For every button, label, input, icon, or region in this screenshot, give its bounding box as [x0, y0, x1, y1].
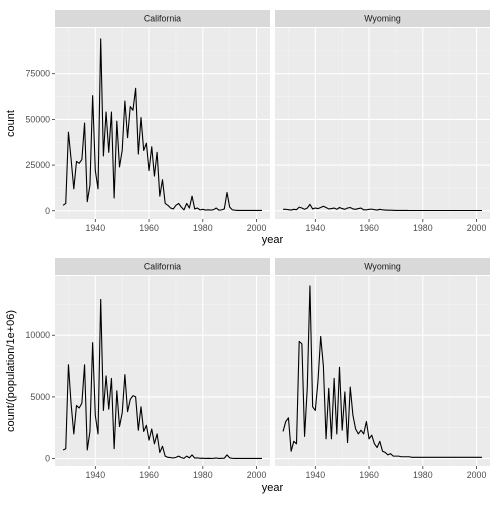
x-tick-label: 2000: [247, 470, 267, 480]
x-tick-label: 1940: [86, 470, 106, 480]
series-line: [62, 298, 262, 460]
facet-label: Wyoming: [364, 14, 401, 24]
y-axis-title: count: [5, 110, 17, 137]
facet-label: California: [144, 262, 181, 272]
series-line: [283, 203, 482, 212]
y-tick-label: 75000: [26, 69, 51, 79]
x-axis-title: year: [262, 234, 284, 246]
y-tick-label: 25000: [26, 160, 51, 170]
x-tick-label: 1940: [86, 223, 106, 233]
panel-background: [55, 276, 270, 466]
x-tick-label: 2000: [247, 223, 267, 233]
y-tick-label: 0: [45, 206, 50, 216]
y-tick-label: 50000: [26, 114, 51, 124]
series-line: [282, 285, 482, 458]
facet-label: California: [144, 14, 181, 24]
panel-background: [275, 28, 490, 219]
y-axis-title: count/(population/1e+06): [5, 310, 17, 432]
facet-strip: [275, 10, 490, 27]
x-tick-label: 1960: [359, 223, 379, 233]
x-tick-label: 1980: [193, 470, 213, 480]
y-tick-label: 5000: [30, 392, 50, 402]
y-tick-label: 0: [45, 454, 50, 464]
facet-strip: [275, 258, 490, 275]
x-tick-label: 1980: [193, 223, 213, 233]
x-tick-label: 1960: [359, 470, 379, 480]
series-line: [62, 38, 262, 211]
x-axis-title: year: [262, 482, 284, 494]
x-tick-label: 1980: [413, 470, 433, 480]
facet-strip: [55, 10, 270, 27]
x-tick-label: 1940: [306, 223, 326, 233]
x-tick-label: 2000: [467, 223, 487, 233]
x-tick-label: 2000: [467, 470, 487, 480]
x-tick-label: 1960: [139, 470, 159, 480]
x-tick-label: 1980: [413, 223, 433, 233]
facet-label: Wyoming: [364, 262, 401, 272]
panel-background: [55, 28, 270, 219]
x-tick-label: 1940: [306, 470, 326, 480]
y-tick-label: 10000: [26, 330, 51, 340]
facet-strip: [55, 258, 270, 275]
x-tick-label: 1960: [139, 223, 159, 233]
